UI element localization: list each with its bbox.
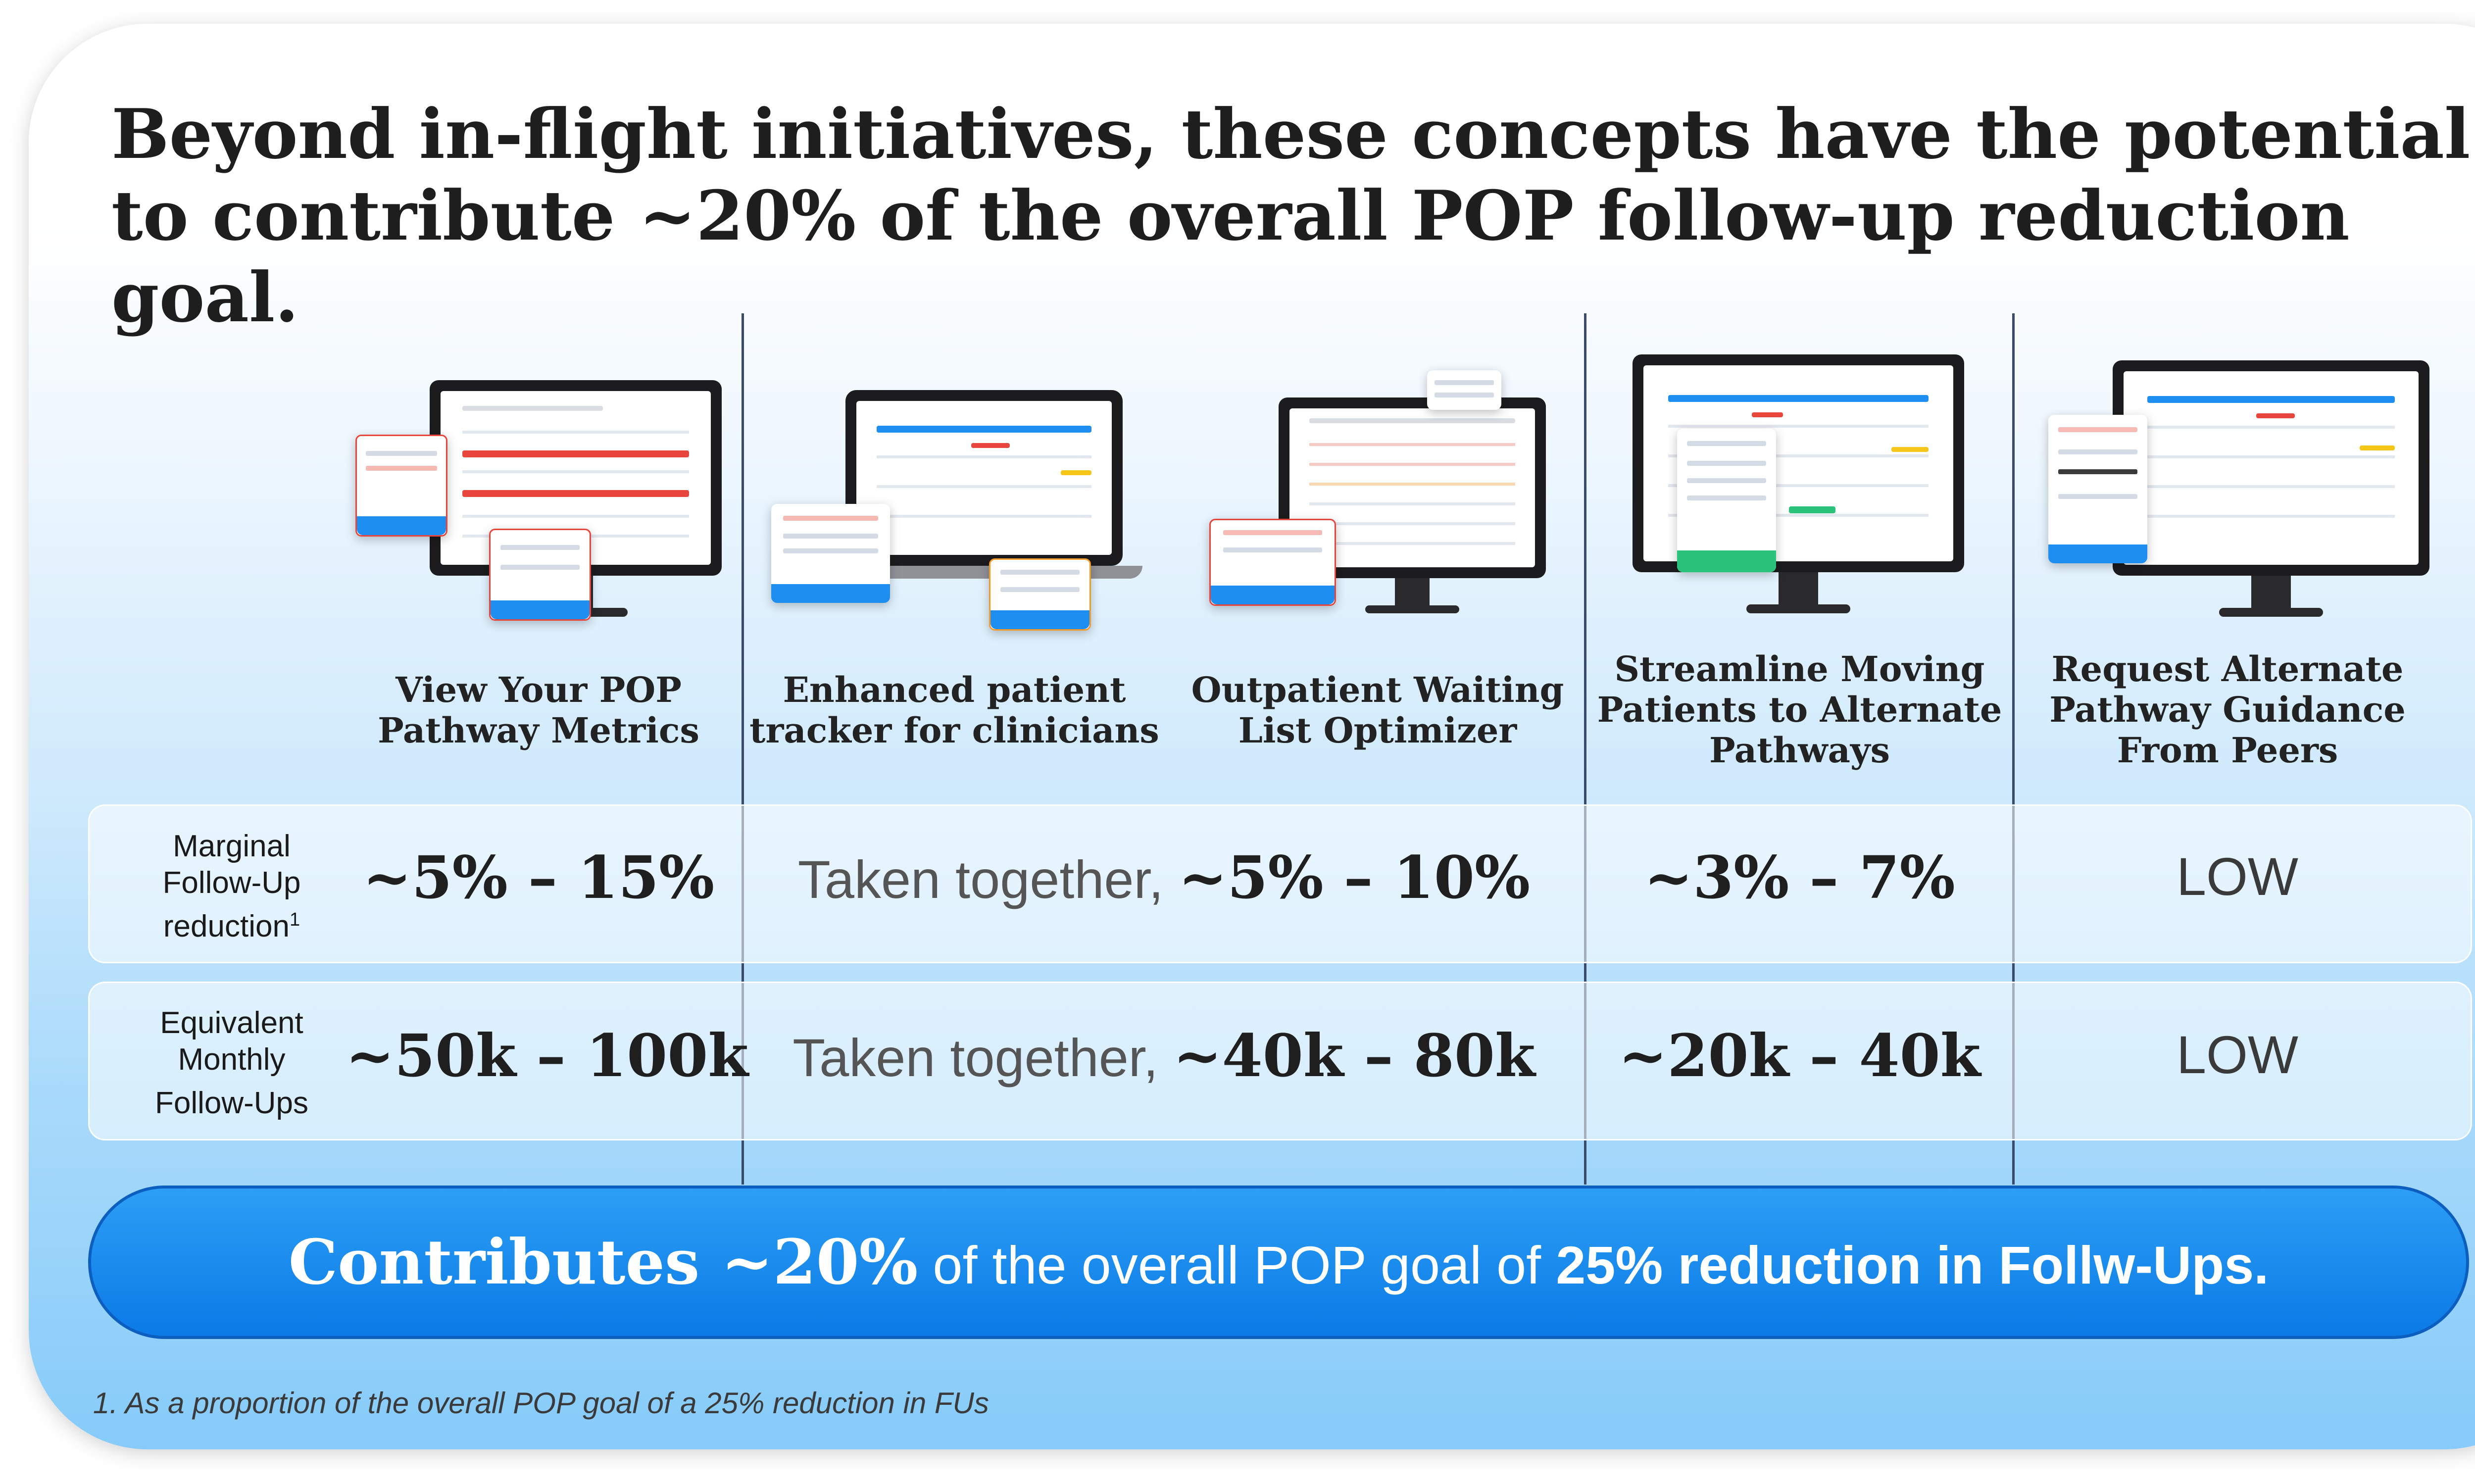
banner-text: of the overall POP goal of (918, 1235, 1556, 1295)
peer-guidance-mockup (2048, 360, 2474, 647)
alternate-pathways-mockup (1633, 354, 1989, 646)
value-peer-guidance-reduction: LOW (2176, 846, 2298, 906)
value-alternate-pathways-reduction: ~3% – 7% (1644, 843, 1955, 912)
column-divider (1584, 313, 1586, 1185)
column-divider (742, 313, 744, 1185)
pathway-metrics-mockup (355, 380, 751, 647)
table-row-monthly-follow-ups (88, 982, 2472, 1140)
column-title-peer-guidance: Request Alternate Pathway Guidance From Pe… (2049, 648, 2406, 771)
value-pop-metrics-reduction: ~5% – 15% (362, 843, 715, 912)
summary-banner: Contributes ~20% of the overall POP goal… (88, 1186, 2469, 1339)
footnote: 1. As a proportion of the overall POP go… (93, 1386, 989, 1420)
column-title-waiting-list: Outpatient Waiting List Optimizer (1191, 669, 1564, 751)
combined-follow-ups: Taken together, ~40k – 80k (792, 1021, 1535, 1090)
table-row-marginal-reduction (88, 804, 2472, 963)
value-peer-guidance-follow-ups: LOW (2176, 1025, 2298, 1085)
column-title-pop-metrics: View Your POP Pathway Metrics (378, 669, 699, 751)
value-alternate-pathways-follow-ups: ~20k – 40k (1618, 1021, 1981, 1090)
patient-tracker-mockup (771, 390, 1177, 647)
row-label-marginal-reduction: Marginal Follow-Up reduction1 (162, 829, 301, 943)
column-divider (2012, 313, 2015, 1185)
waiting-list-mockup (1209, 370, 1566, 647)
column-title-patient-tracker: Enhanced patient tracker for clinicians (749, 669, 1159, 751)
row-label-monthly-follow-ups: Equivalent Monthly Follow-Ups (154, 1006, 309, 1120)
slide-title: Beyond in-flight initiatives, these conc… (111, 94, 2471, 338)
combined-reduction: Taken together, ~5% – 10% (797, 843, 1531, 912)
value-pop-metrics-follow-ups: ~50k – 100k (346, 1021, 749, 1090)
banner-goal: 25% reduction in Follw-Ups. (1556, 1235, 2269, 1295)
slide-card: Beyond in-flight initiatives, these conc… (29, 24, 2475, 1449)
column-title-alternate-pathways: Streamline Moving Patients to Alternate Pa… (1597, 648, 2002, 771)
banner-highlight: Contributes ~20% (288, 1226, 918, 1298)
